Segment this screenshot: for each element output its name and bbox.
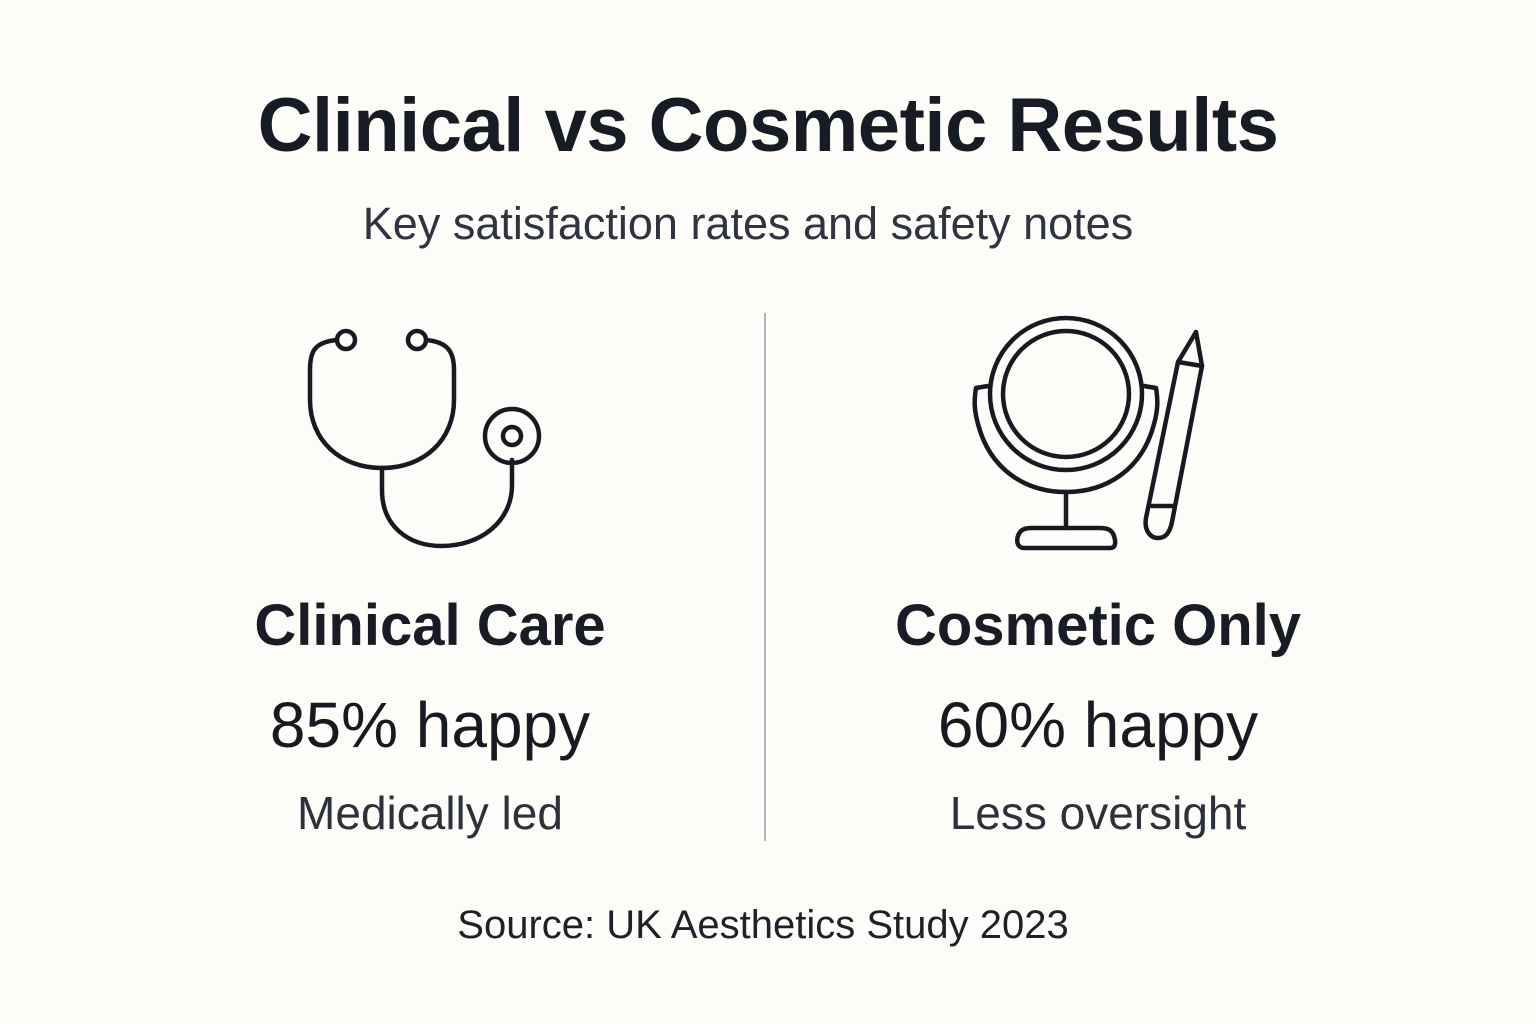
stethoscope-icon <box>307 328 542 549</box>
mirror-and-pencil-icon <box>972 315 1205 551</box>
source-note: Source: UK Aesthetics Study 2023 <box>457 903 1069 947</box>
clinical-stat: 85% happy <box>269 689 591 761</box>
clinical-icon-area <box>150 300 710 560</box>
page-title: Clinical vs Cosmetic Results <box>257 83 1279 168</box>
cosmetic-stat: 60% happy <box>937 689 1259 761</box>
clinical-title: Clinical Care <box>254 593 606 658</box>
cosmetic-title: Cosmetic Only <box>894 593 1302 658</box>
cosmetic-note: Less oversight <box>949 787 1247 839</box>
cosmetic-icon-area <box>818 300 1378 560</box>
clinical-note: Medically led <box>297 787 563 839</box>
cosmetic-column: Cosmetic Only 60% happy Less oversight <box>818 300 1378 839</box>
column-divider <box>764 313 766 841</box>
clinical-column: Clinical Care 85% happy Medically led <box>150 300 710 839</box>
page-subtitle: Key satisfaction rates and safety notes <box>362 198 1134 249</box>
